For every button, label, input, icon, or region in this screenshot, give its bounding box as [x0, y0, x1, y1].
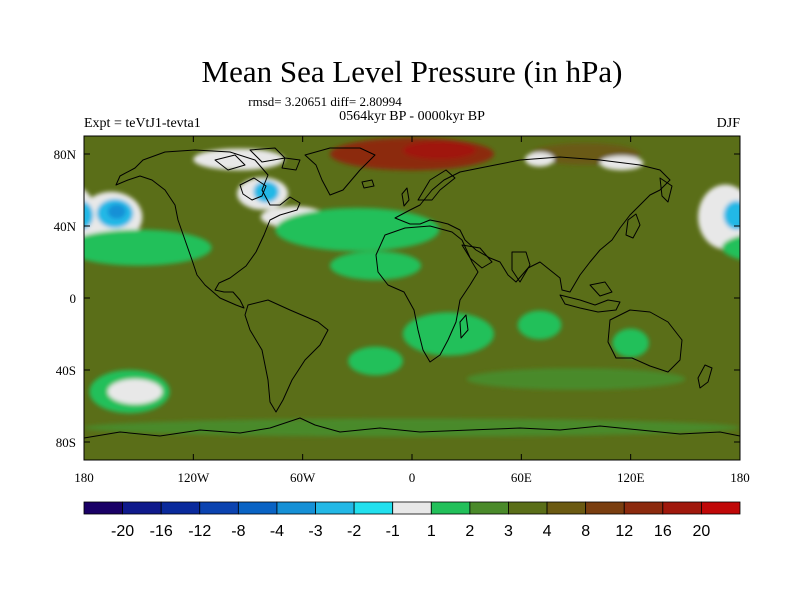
- colorbar-swatch-2: [160, 501, 201, 515]
- coast-north-america: [115, 149, 301, 309]
- colorbar-label-4: -4: [270, 523, 284, 540]
- colorbar-label-7: -1: [386, 523, 400, 540]
- x-tick-label-0: 180: [74, 470, 94, 485]
- axis-tick-labels: 180 120W 60W 0 60E 120E 180 80N 40N 0 40S 80S: [54, 147, 750, 485]
- coast-australia: [607, 309, 683, 373]
- y-tick-label-1: 40N: [54, 219, 77, 234]
- colorbar-label-3: -8: [231, 523, 245, 540]
- coast-new-zealand: [697, 364, 713, 389]
- experiment-label: Expt = teVtJ1-tevta1: [84, 116, 201, 131]
- colorbar-swatch-8: [392, 501, 432, 515]
- coast-uk: [401, 187, 410, 207]
- colorbar-swatch-5: [276, 501, 316, 515]
- x-tick-label-5: 120E: [617, 470, 645, 485]
- x-tick-label-4: 60E: [511, 470, 532, 485]
- anomaly-region-15: [723, 200, 740, 230]
- colorbar-swatch-4: [237, 501, 278, 515]
- colorbar-swatch-3: [199, 501, 239, 515]
- coast-indonesia: [559, 281, 621, 313]
- stats-label: rmsd= 3.20651 diff= 2.80994: [248, 94, 402, 109]
- coast-arabia: [461, 244, 493, 269]
- anomaly-region-6: [736, 205, 740, 229]
- coastlines: [84, 147, 740, 439]
- anomaly-region-13: [275, 208, 440, 252]
- coast-greenland: [304, 147, 376, 196]
- anomaly-region-17: [330, 251, 422, 280]
- anomaly-region-8: [107, 204, 126, 219]
- anomaly-region-25: [84, 418, 740, 437]
- colorbar-swatch-16: [701, 501, 741, 515]
- anomaly-region-19: [517, 310, 562, 340]
- y-tick-label-4: 80S: [56, 435, 76, 450]
- coast-hudson-bay: [239, 177, 267, 201]
- colorbar-swatch-10: [469, 501, 509, 515]
- x-tick-label-2: 60W: [290, 470, 316, 485]
- colorbar-label-6: -2: [347, 523, 361, 540]
- colorbar-label-1: -16: [150, 523, 173, 540]
- colorbar-label-11: 4: [543, 523, 552, 540]
- colorbar-swatch-11: [508, 501, 548, 515]
- anomaly-region-23: [107, 379, 163, 405]
- chart-title: Mean Sea Level Pressure (in hPa): [202, 54, 623, 89]
- anomaly-region-18: [402, 312, 495, 356]
- coast-antarctica: [84, 417, 740, 439]
- anomaly-region-16: [721, 235, 740, 260]
- map-background-fill: [84, 136, 740, 460]
- axis-ticks: [83, 136, 741, 460]
- anomaly-region-10: [253, 181, 279, 203]
- colorbar: [83, 501, 741, 515]
- period-label: 0564kyr BP - 0000kyr BP: [339, 109, 485, 124]
- coast-south-america: [244, 299, 329, 413]
- anomaly-region-16: [84, 229, 212, 266]
- coast-india: [511, 251, 531, 283]
- colorbar-swatch-0: [83, 501, 123, 515]
- coast-japan: [625, 213, 641, 239]
- colorbar-swatch-14: [623, 501, 664, 515]
- colorbar-swatch-12: [546, 501, 587, 515]
- colorbar-label-12: 8: [581, 523, 590, 540]
- y-tick-label-0: 80N: [54, 147, 77, 162]
- colorbar-label-14: 16: [654, 523, 672, 540]
- anomaly-region-14: [698, 184, 740, 250]
- colorbar-swatch-9: [430, 501, 471, 515]
- anomaly-region-21: [466, 368, 686, 390]
- anomaly-region-1: [402, 141, 476, 160]
- y-tick-label-2: 0: [70, 291, 77, 306]
- colorbar-swatch-1: [122, 501, 162, 515]
- coast-kamchatka: [659, 177, 673, 203]
- anomaly-region-24: [348, 346, 403, 376]
- colorbar-swatch-7: [353, 501, 394, 515]
- colorbar-swatch-15: [662, 501, 702, 515]
- anomaly-region-20: [612, 328, 649, 358]
- coast-iceland: [361, 179, 375, 189]
- colorbar-labels: -20 -16 -12 -8 -4 -3 -2 -1 1 2 3 4 8 12 16 20: [111, 523, 710, 540]
- colorbar-label-15: 20: [693, 523, 711, 540]
- colorbar-label-8: 1: [427, 523, 436, 540]
- colorbar-label-10: 3: [504, 523, 513, 540]
- x-tick-label-6: 180: [730, 470, 750, 485]
- y-tick-label-3: 40S: [56, 363, 76, 378]
- colorbar-label-2: -12: [188, 523, 211, 540]
- colorbar-label-5: -3: [308, 523, 322, 540]
- anomaly-region-3: [524, 152, 555, 167]
- anomaly-region-15: [84, 201, 94, 229]
- colorbar-label-0: -20: [111, 523, 134, 540]
- coast-africa: [375, 225, 479, 363]
- coast-arctic-islands: [214, 147, 301, 171]
- coast-scandinavia: [417, 169, 456, 201]
- colorbar-label-9: 2: [465, 523, 474, 540]
- colorbar-label-13: 12: [615, 523, 633, 540]
- season-label: DJF: [717, 116, 741, 131]
- coast-madagascar: [459, 314, 469, 339]
- colorbar-swatch-6: [315, 501, 355, 515]
- colorbar-swatch-13: [585, 501, 625, 515]
- coast-eurasia: [394, 156, 671, 293]
- map-area: [84, 136, 740, 460]
- x-tick-label-3: 0: [409, 470, 416, 485]
- x-tick-label-1: 120W: [177, 470, 210, 485]
